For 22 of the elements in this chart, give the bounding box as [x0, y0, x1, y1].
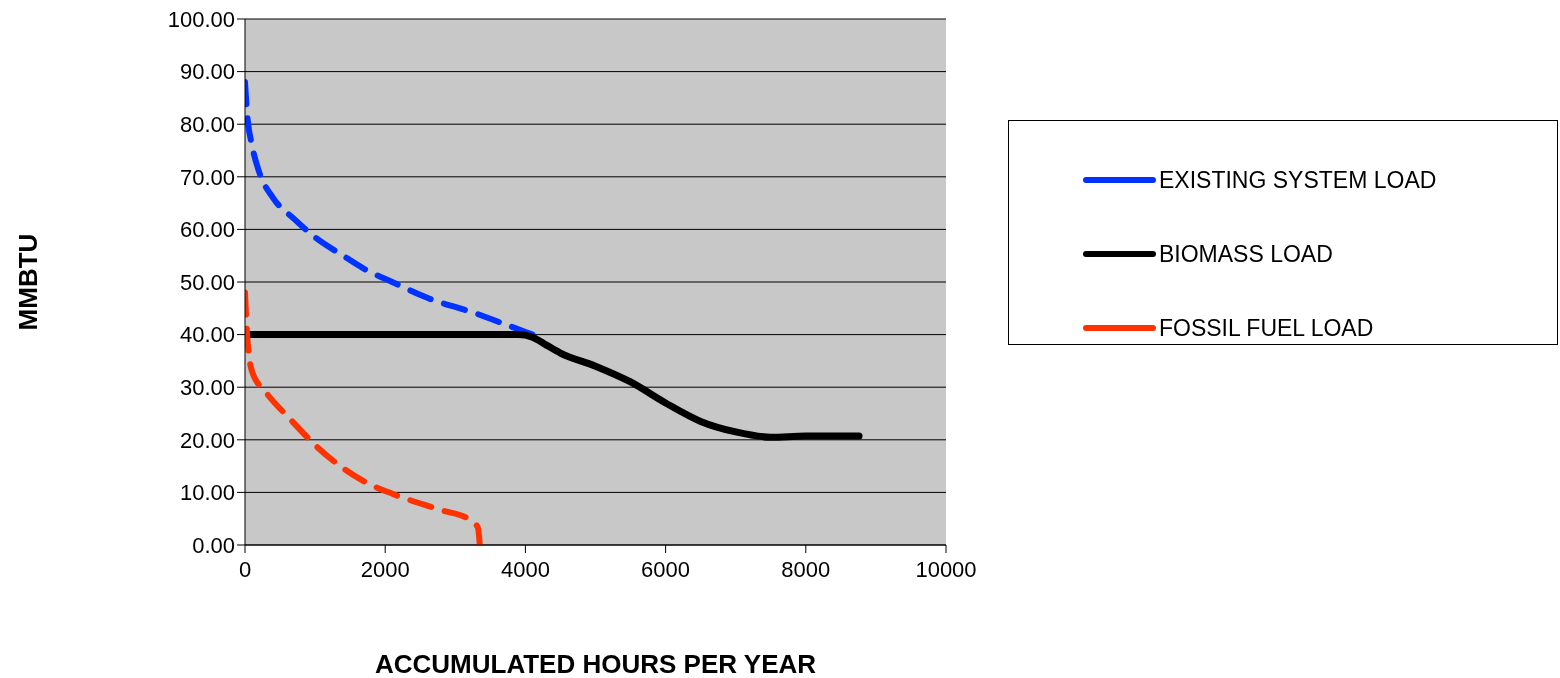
legend-label: FOSSIL FUEL LOAD	[1159, 314, 1374, 342]
x-tick-label: 10000	[915, 556, 977, 582]
x-axis-title: ACCUMULATED HOURS PER YEAR	[374, 649, 817, 678]
y-tick-label: 100.00	[167, 6, 235, 32]
y-tick-label: 30.00	[179, 375, 235, 401]
y-tick-label: 20.00	[179, 427, 235, 453]
x-tick-label: 8000	[781, 556, 831, 582]
y-tick-label: 50.00	[179, 269, 235, 295]
y-tick-label: 40.00	[179, 322, 235, 348]
x-tick-label: 4000	[500, 556, 550, 582]
y-tick-label: 10.00	[179, 480, 235, 506]
legend-label: EXISTING SYSTEM LOAD	[1159, 166, 1437, 194]
y-tick-label: 60.00	[179, 217, 235, 243]
y-tick-label: 80.00	[179, 112, 235, 138]
y-tick-label: 0.00	[192, 532, 235, 558]
y-tick-label: 70.00	[179, 164, 235, 190]
x-tick-label: 0	[238, 556, 252, 582]
y-tick-label: 90.00	[179, 59, 235, 85]
y-axis-title: MMBTU	[13, 233, 44, 331]
x-tick-label: 2000	[360, 556, 410, 582]
x-tick-label: 6000	[641, 556, 691, 582]
legend-label: BIOMASS LOAD	[1159, 240, 1333, 268]
